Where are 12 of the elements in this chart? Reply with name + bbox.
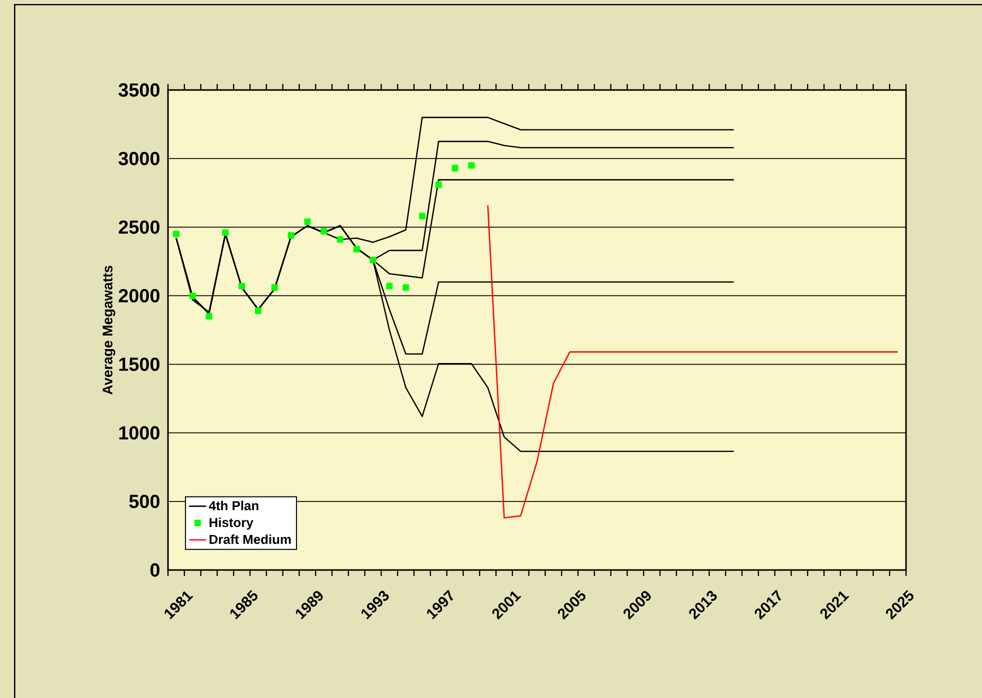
y-tick-label: 1500 — [119, 358, 160, 371]
y-tick-label: 2000 — [118, 289, 160, 302]
y-axis-title: Average Megawatts — [102, 266, 116, 395]
y-tick-label: 2500 — [118, 220, 160, 234]
legend-label: History — [210, 518, 254, 530]
legend-label: 4th Plan — [208, 500, 258, 510]
y-tick-label: 1000 — [119, 426, 160, 440]
legend-label: Draft Medium — [210, 534, 291, 544]
y-tick-label: 500 — [129, 494, 160, 508]
y-tick-label: 3500 — [118, 83, 160, 97]
y-tick-label: 3000 — [118, 152, 160, 166]
y-tick-label: 0 — [150, 563, 160, 577]
